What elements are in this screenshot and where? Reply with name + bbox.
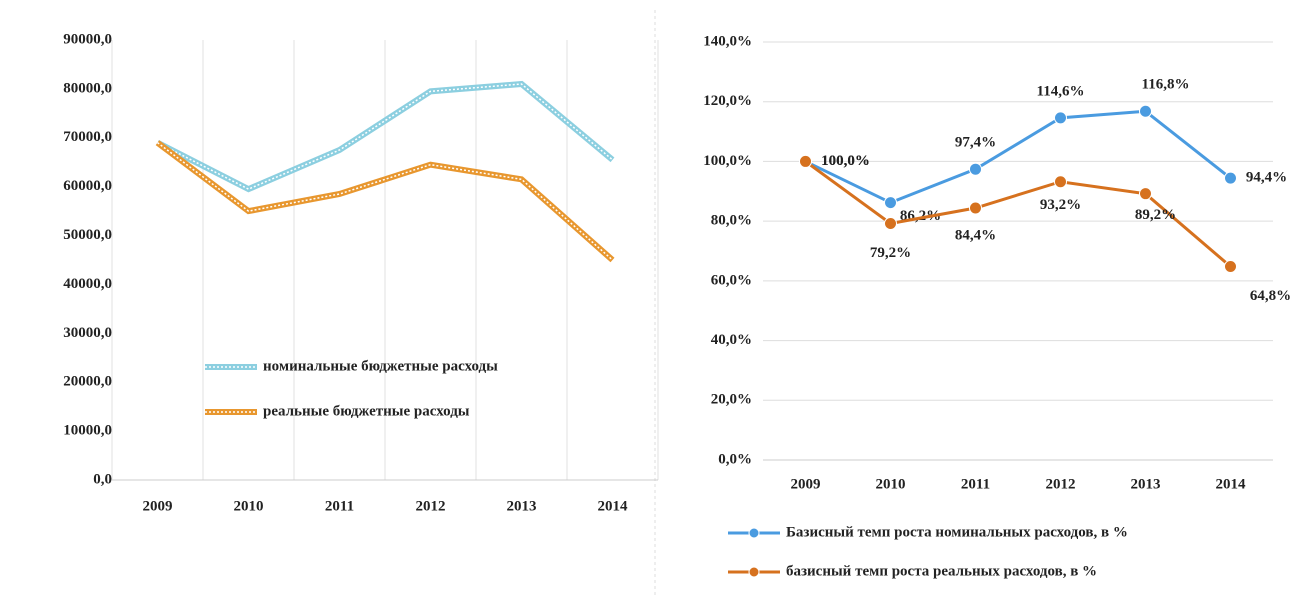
x-tick-label: 2011 <box>325 498 354 514</box>
y-tick-label: 80000,0 <box>63 80 112 96</box>
y-tick-label: 10000,0 <box>63 423 112 439</box>
x-tick-label: 2014 <box>598 498 629 514</box>
series-line-texture <box>157 83 613 190</box>
y-tick-label: 0,0% <box>718 451 752 467</box>
series-line <box>155 140 615 263</box>
y-tick-label: 20,0% <box>711 392 752 408</box>
marker <box>884 217 897 231</box>
y-tick-label: 0,0 <box>93 471 112 487</box>
x-tick-label: 2013 <box>507 498 537 514</box>
y-tick-label: 20000,0 <box>63 374 112 390</box>
legend-label: базисный темп роста реальных расходов, в… <box>786 563 1097 579</box>
marker <box>799 154 812 168</box>
data-label: 94,4% <box>1246 170 1287 186</box>
x-tick-label: 2012 <box>1046 476 1076 492</box>
y-tick-label: 120,0% <box>703 93 752 109</box>
data-label: 84,4% <box>955 227 996 243</box>
legend-marker <box>748 566 760 578</box>
marker <box>1224 171 1237 185</box>
data-label: 100,0% <box>821 153 870 169</box>
data-label: 114,6% <box>1037 83 1085 99</box>
legend-label: номинальные бюджетные расходы <box>263 358 498 374</box>
x-tick-label: 2009 <box>791 476 821 492</box>
y-tick-label: 70000,0 <box>63 129 112 145</box>
legend-label: реальные бюджетные расходы <box>263 403 470 419</box>
x-tick-label: 2014 <box>1216 476 1247 492</box>
y-tick-label: 30000,0 <box>63 325 112 341</box>
data-label: 97,4% <box>955 135 996 151</box>
x-tick-label: 2013 <box>1131 476 1161 492</box>
data-label: 100,0% <box>821 153 870 169</box>
marker <box>1139 104 1152 118</box>
y-tick-label: 50000,0 <box>63 227 112 243</box>
data-label: 64,8% <box>1250 288 1291 304</box>
data-label: 93,2% <box>1040 197 1081 213</box>
y-tick-label: 40000,0 <box>63 276 112 292</box>
y-tick-label: 40,0% <box>711 332 752 348</box>
x-tick-label: 2009 <box>143 498 173 514</box>
x-tick-label: 2010 <box>876 476 906 492</box>
data-label: 116,8% <box>1142 77 1190 93</box>
x-tick-label: 2012 <box>416 498 446 514</box>
x-tick-label: 2011 <box>961 476 990 492</box>
data-label: 79,2% <box>870 245 911 261</box>
legend-label: Базисный темп роста номинальных расходов… <box>786 524 1128 540</box>
marker <box>884 196 897 210</box>
marker <box>1224 260 1237 274</box>
y-tick-label: 100,0% <box>703 153 752 169</box>
marker <box>1054 111 1067 125</box>
series-line <box>804 160 1232 268</box>
series-line <box>804 109 1232 205</box>
y-tick-label: 80,0% <box>711 213 752 229</box>
data-label: 89,2% <box>1135 207 1176 223</box>
y-tick-label: 60000,0 <box>63 178 112 194</box>
y-tick-label: 140,0% <box>703 33 752 49</box>
marker <box>1054 175 1067 189</box>
legend-marker <box>748 527 760 539</box>
y-tick-label: 90000,0 <box>63 31 112 47</box>
marker <box>969 201 982 215</box>
y-tick-label: 60,0% <box>711 272 752 288</box>
marker <box>969 162 982 176</box>
marker <box>1139 187 1152 201</box>
x-tick-label: 2010 <box>234 498 264 514</box>
